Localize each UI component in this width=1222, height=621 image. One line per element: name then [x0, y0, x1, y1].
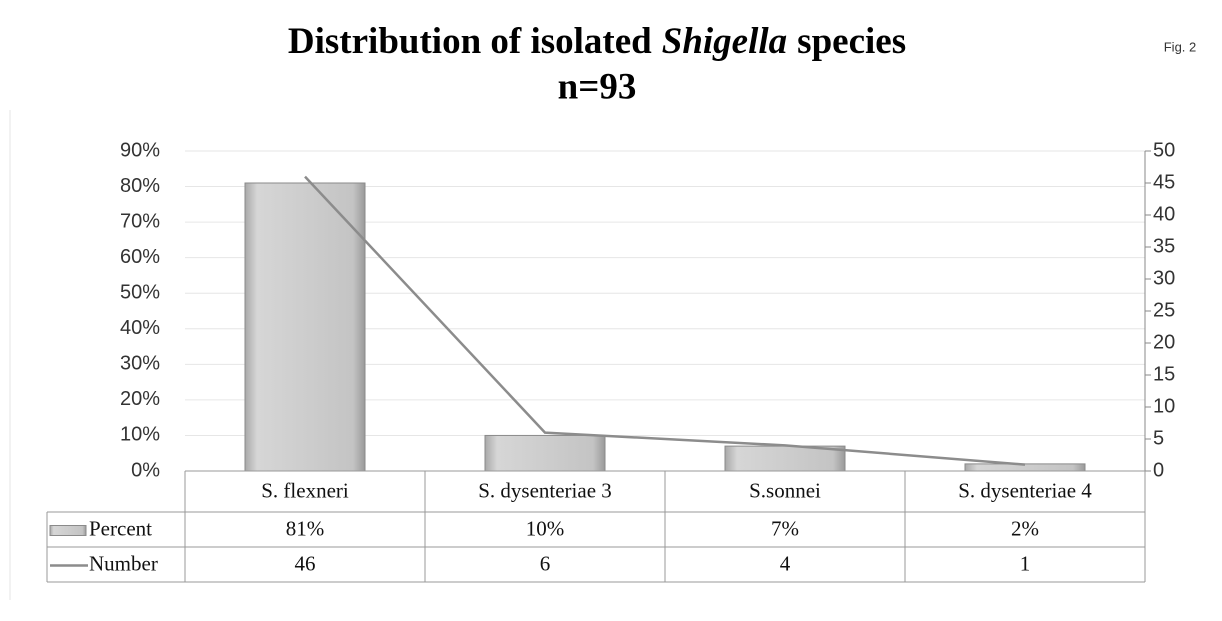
table-value: 10% — [526, 516, 565, 540]
legend-label: Number — [89, 551, 158, 575]
y-tick-label: 80% — [120, 175, 160, 197]
bar — [964, 463, 1086, 472]
legend-label: Percent — [89, 516, 152, 540]
table-value: 46 — [295, 551, 316, 575]
title-part: species — [797, 21, 906, 62]
y-tick-label: 90% — [120, 139, 160, 161]
y2-tick-label: 45 — [1153, 171, 1175, 193]
table-value: 4 — [780, 551, 791, 575]
y-tick-label: 50% — [120, 282, 160, 304]
y-tick-label: 0% — [131, 459, 160, 481]
x-tick-label: S.sonnei — [749, 478, 821, 502]
table-value: 2% — [1011, 516, 1039, 540]
title-part: Distribution of isolated — [288, 21, 652, 62]
y2-tick-label: 30 — [1153, 267, 1175, 289]
y-tick-label: 30% — [120, 353, 160, 375]
table-value: 1 — [1020, 551, 1031, 575]
annotation: Fig. 2 — [1164, 39, 1197, 54]
bar — [724, 445, 846, 472]
y-tick-label: 40% — [120, 317, 160, 339]
y-tick-label: 20% — [120, 388, 160, 410]
y2-tick-label: 10 — [1153, 395, 1175, 417]
chart-subtitle: n=93 — [558, 66, 637, 107]
y2-tick-label: 25 — [1153, 299, 1175, 321]
x-tick-label: S. dysenteriae 3 — [478, 478, 612, 502]
y2-tick-label: 50 — [1153, 139, 1175, 161]
bar — [484, 434, 606, 472]
y2-tick-label: 15 — [1153, 363, 1175, 385]
y2-tick-label: 20 — [1153, 331, 1175, 353]
y2-tick-label: 0 — [1153, 459, 1164, 481]
y2-tick-label: 5 — [1153, 427, 1164, 449]
table-value: 6 — [540, 551, 551, 575]
legend-swatch — [49, 525, 87, 536]
y2-tick-label: 40 — [1153, 203, 1175, 225]
y2-tick-label: 35 — [1153, 235, 1175, 257]
y-tick-label: 10% — [120, 424, 160, 446]
x-tick-label: S. flexneri — [261, 478, 349, 502]
title-part: Shigella — [662, 21, 787, 62]
y-tick-label: 70% — [120, 210, 160, 232]
y-tick-label: 60% — [120, 246, 160, 268]
bar — [244, 182, 366, 472]
x-tick-label: S. dysenteriae 4 — [958, 478, 1092, 502]
table-value: 7% — [771, 516, 799, 540]
table-value: 81% — [286, 516, 325, 540]
line — [304, 175, 1026, 466]
chart-title: Distribution of isolated Shigella species — [288, 21, 906, 62]
